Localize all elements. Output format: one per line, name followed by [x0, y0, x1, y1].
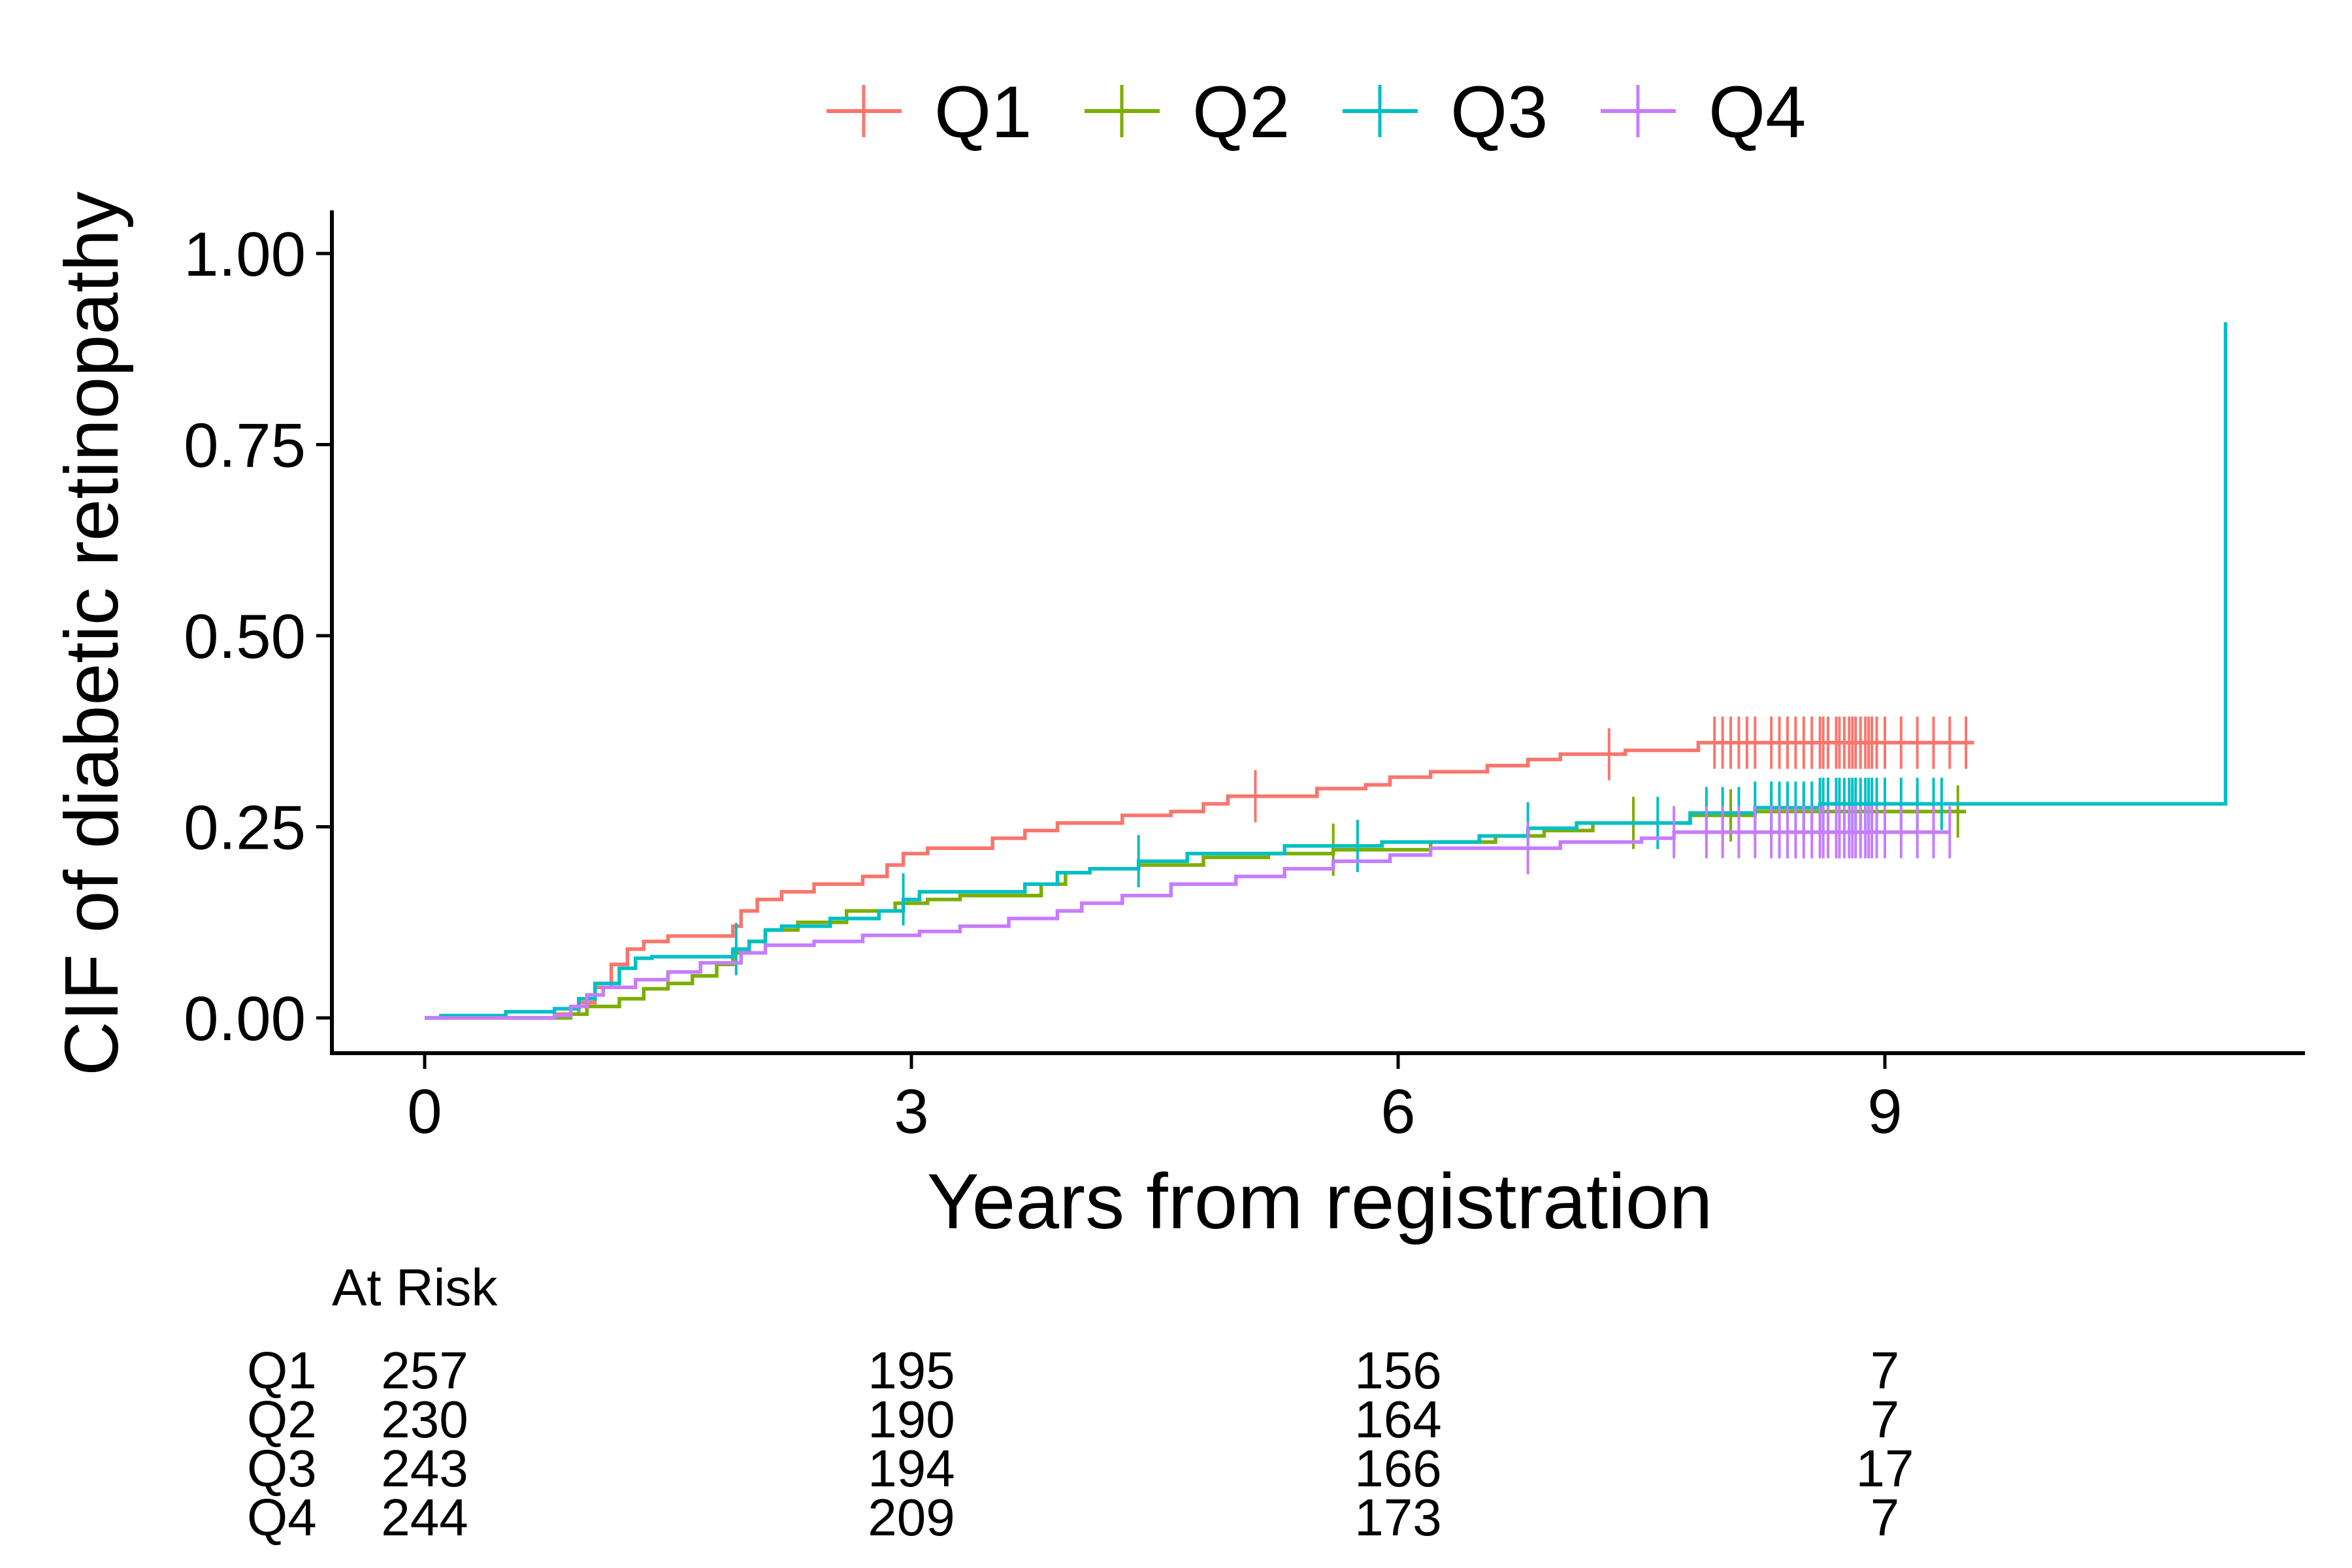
risk-value-q4: 209	[868, 1488, 955, 1546]
x-tick-label: 0	[407, 1077, 442, 1147]
x-tick-label: 6	[1380, 1077, 1415, 1147]
risk-row-label-q2: Q2	[247, 1390, 317, 1448]
risk-value-q1: 7	[1870, 1341, 1900, 1399]
risk-row-label-q1: Q1	[247, 1341, 317, 1399]
series-line-q4	[425, 830, 1950, 1020]
x-tick-label: 9	[1867, 1077, 1902, 1147]
legend-label-q4: Q4	[1708, 71, 1806, 153]
legend-label-q1: Q1	[934, 71, 1032, 153]
risk-table-title: At Risk	[332, 1258, 498, 1316]
risk-value-q4: 7	[1870, 1488, 1900, 1546]
plot-series	[425, 322, 2228, 1020]
risk-value-q3: 17	[1856, 1439, 1914, 1497]
y-tick-label: 0.75	[184, 411, 306, 481]
y-tick-label: 0.25	[184, 793, 306, 863]
risk-value-q3: 166	[1354, 1439, 1441, 1497]
x-axis-title: Years from registration	[927, 1158, 1713, 1245]
risk-value-q4: 244	[381, 1488, 468, 1546]
risk-value-q2: 230	[381, 1390, 468, 1448]
axes: 0.00 0.25 0.50 0.75 1.00 0 3 6 9	[184, 210, 2305, 1147]
legend-label-q3: Q3	[1450, 71, 1548, 153]
risk-value-q4: 173	[1354, 1488, 1441, 1546]
risk-value-q3: 194	[868, 1439, 955, 1497]
risk-value-q2: 7	[1870, 1390, 1900, 1448]
risk-value-q1: 156	[1354, 1341, 1441, 1399]
legend-label-q2: Q2	[1192, 71, 1290, 153]
series-line-q3	[425, 322, 2228, 1020]
risk-row-label-q4: Q4	[247, 1488, 317, 1546]
risk-value-q1: 195	[868, 1341, 955, 1399]
y-tick-label: 0.50	[184, 602, 306, 672]
x-tick-label: 3	[894, 1077, 928, 1147]
series-line-q1	[425, 741, 1974, 1020]
risk-value-q1: 257	[381, 1341, 468, 1399]
y-tick-label: 0.00	[184, 984, 306, 1054]
y-tick-label: 1.00	[184, 220, 306, 289]
risk-value-q2: 190	[868, 1390, 955, 1448]
risk-value-q2: 164	[1354, 1390, 1441, 1448]
risk-value-q3: 243	[381, 1439, 468, 1497]
risk-row-label-q3: Q3	[247, 1439, 317, 1497]
y-axis-title: CIF of diabetic retinopathy	[49, 191, 134, 1076]
series-line-q2	[425, 809, 1967, 1020]
risk-table: Q1 257 195 156 7 Q2 230 190 164 7 Q3 243 194 166 17 Q4 2…	[247, 1341, 1914, 1546]
legend: Q1 Q2 Q3 Q4	[826, 71, 1806, 153]
